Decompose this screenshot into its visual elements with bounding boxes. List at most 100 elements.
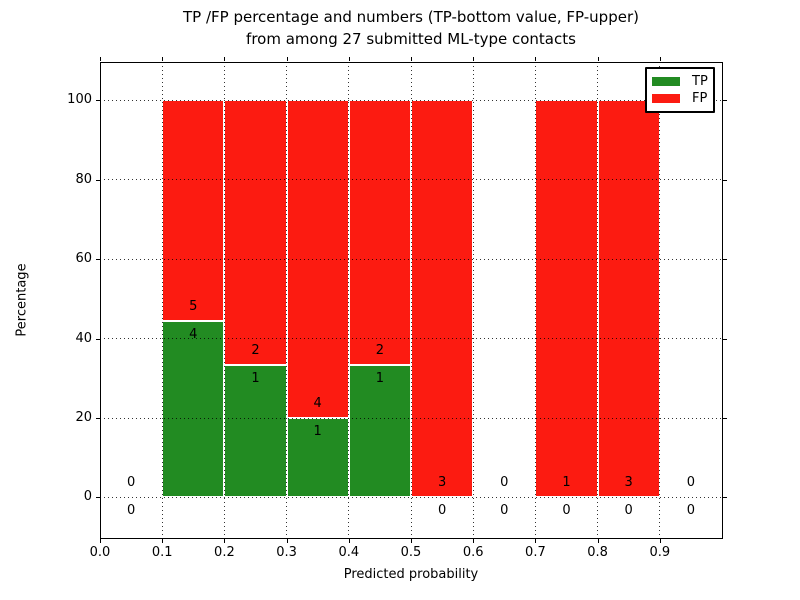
y-tick-mark-left (96, 259, 100, 261)
x-tick-label: 0.3 (276, 545, 297, 560)
bar-segment-fp (162, 100, 225, 322)
gridline-vertical (472, 62, 474, 538)
x-tick-mark-top (659, 57, 661, 61)
bar-label-fp-count: 2 (375, 343, 385, 359)
bar-label-tp-count: 0 (624, 503, 633, 519)
y-tick-mark-right (723, 338, 727, 340)
bar-label-fp-count: 5 (189, 299, 198, 315)
bar-label-fp-count: 4 (313, 396, 322, 411)
bar-segment-tp (224, 365, 287, 498)
y-tick-mark-right (723, 497, 727, 499)
x-tick-mark-bottom (659, 539, 661, 543)
y-tick-label: 40 (75, 330, 92, 346)
x-tick-label: 0.2 (214, 545, 235, 560)
x-tick-mark-top (100, 57, 101, 61)
x-tick-label: 0.1 (151, 545, 173, 560)
x-tick-mark-top (473, 57, 475, 61)
bar-label-fp-count: 2 (251, 343, 260, 359)
bar-label-tp-count: 1 (313, 424, 322, 439)
y-tick-mark-left (96, 418, 100, 419)
x-tick-mark-top (286, 57, 288, 61)
legend-label-fp: FP (692, 91, 708, 107)
bar-segment-tp (162, 321, 225, 498)
x-tick-mark-bottom (535, 539, 537, 543)
x-tick-mark-bottom (224, 539, 226, 543)
bar-segment-fp (348, 100, 411, 366)
y-tick-mark-right (723, 259, 727, 261)
gridline-vertical (286, 62, 288, 538)
legend-item-tp: TP (652, 75, 708, 88)
bar-label-tp-count: 0 (500, 503, 509, 519)
x-axis-label: Predicted probability (343, 567, 479, 582)
bar-label-tp-count: 1 (251, 371, 260, 387)
gridline-vertical (597, 62, 599, 538)
gridline-vertical (348, 62, 350, 538)
legend-label-tp: TP (692, 73, 708, 89)
x-tick-mark-bottom (597, 539, 599, 543)
y-tick-mark-right (723, 418, 727, 419)
legend: TP FP (645, 67, 715, 113)
x-tick-label: 0.5 (400, 545, 422, 560)
bar-label-fp-count: 0 (126, 475, 136, 491)
bar-label-fp-count: 3 (624, 475, 633, 491)
x-tick-label: 0.8 (587, 545, 608, 560)
bar-segment-fp (535, 100, 598, 498)
bar-label-fp-count: 1 (562, 475, 571, 491)
gridline-vertical (223, 62, 225, 538)
y-axis-label: Percentage (14, 263, 30, 337)
bar-segment-fp (224, 100, 287, 366)
y-tick-mark-right (723, 179, 727, 181)
x-tick-mark-bottom (100, 539, 101, 543)
bar-label-tp-count: 1 (375, 371, 385, 387)
y-tick-label: 80 (75, 171, 92, 187)
bar-label-tp-count: 0 (686, 503, 696, 519)
x-tick-mark-top (411, 57, 412, 61)
y-tick-mark-right (723, 100, 727, 102)
y-tick-mark-left (96, 338, 100, 340)
y-tick-mark-left (96, 100, 100, 102)
y-tick-mark-left (96, 179, 100, 181)
x-tick-label: 0.4 (338, 545, 360, 560)
x-tick-mark-bottom (286, 539, 288, 543)
bar-label-fp-count: 3 (437, 475, 447, 491)
x-tick-mark-bottom (162, 539, 164, 543)
x-tick-mark-bottom (473, 539, 475, 543)
bar-label-tp-count: 0 (126, 503, 136, 519)
x-tick-mark-top (535, 57, 537, 61)
gridline-vertical (534, 62, 536, 538)
bar-segment-tp (286, 418, 349, 498)
x-tick-label: 0.9 (649, 545, 671, 560)
y-tick-label: 0 (83, 489, 92, 505)
gridline-vertical (410, 62, 412, 538)
chart-title-line1: TP /FP percentage and numbers (TP-bottom… (183, 8, 639, 26)
gridline-vertical (161, 62, 163, 538)
x-tick-label: 0.6 (462, 545, 484, 560)
bar-segment-fp (597, 100, 660, 498)
bar-label-tp-count: 4 (189, 327, 198, 343)
x-tick-label: 0.7 (525, 545, 546, 560)
bar-segment-fp (411, 100, 474, 498)
fp-swatch-icon (652, 94, 680, 104)
x-tick-label: 0.0 (89, 545, 111, 560)
gridline-vertical (659, 62, 661, 538)
x-tick-mark-bottom (411, 539, 412, 543)
x-tick-mark-top (162, 57, 164, 61)
chart-title-line2: from among 27 submitted ML-type contacts (246, 30, 576, 48)
bar-label-fp-count: 0 (500, 475, 509, 491)
bar-segment-tp (348, 365, 411, 498)
x-tick-mark-top (348, 57, 350, 61)
y-tick-label: 100 (67, 92, 92, 108)
y-tick-label: 60 (75, 251, 92, 267)
y-tick-mark-left (96, 497, 100, 499)
chart-title: TP /FP percentage and numbers (TP-bottom… (100, 6, 722, 50)
x-tick-mark-bottom (348, 539, 350, 543)
bar-label-tp-count: 0 (437, 503, 447, 519)
tp-swatch-icon (652, 76, 680, 86)
legend-item-fp: FP (652, 92, 708, 105)
x-tick-mark-top (597, 57, 599, 61)
x-tick-mark-top (224, 57, 226, 61)
y-tick-label: 20 (75, 410, 92, 425)
bar-label-fp-count: 0 (686, 475, 696, 491)
bar-label-tp-count: 0 (562, 503, 571, 519)
